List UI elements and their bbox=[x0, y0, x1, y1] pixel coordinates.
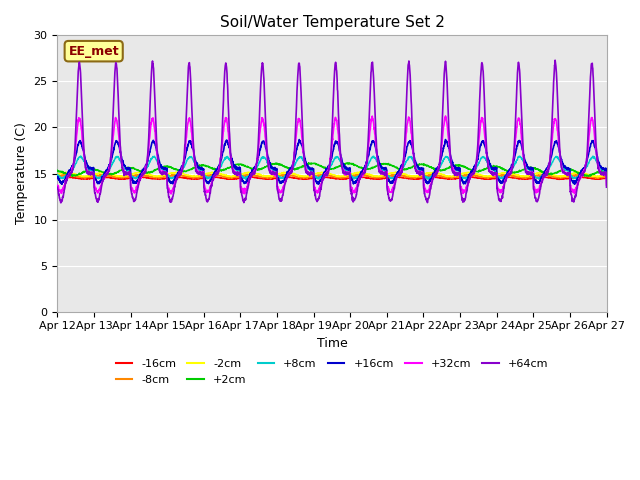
Text: EE_met: EE_met bbox=[68, 45, 119, 58]
Title: Soil/Water Temperature Set 2: Soil/Water Temperature Set 2 bbox=[220, 15, 444, 30]
X-axis label: Time: Time bbox=[317, 337, 348, 350]
Y-axis label: Temperature (C): Temperature (C) bbox=[15, 122, 28, 225]
Legend: -16cm, -8cm, -2cm, +2cm, +8cm, +16cm, +32cm, +64cm: -16cm, -8cm, -2cm, +2cm, +8cm, +16cm, +3… bbox=[111, 355, 552, 389]
